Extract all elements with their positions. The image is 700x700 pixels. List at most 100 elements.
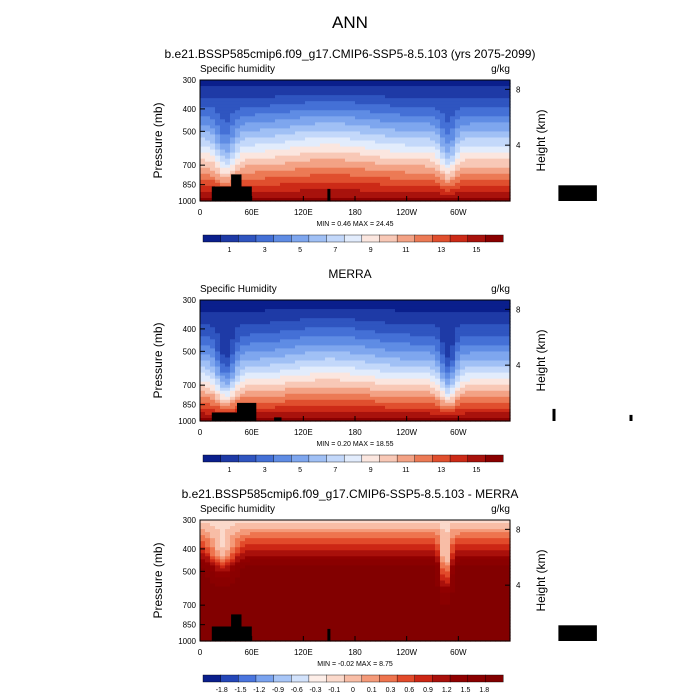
heatmap-cell [270,396,276,401]
heatmap-cell [385,167,391,172]
heatmap-cell [440,339,446,343]
heatmap-cell [220,312,226,316]
heatmap-cell [470,387,476,392]
heatmap-cell [470,80,476,84]
heatmap-cell [235,345,241,350]
heatmap-cell [480,116,486,120]
heatmap-cell [475,396,481,401]
heatmap-cell [315,83,321,87]
heatmap-cell [480,351,486,356]
heatmap-cell [300,116,306,120]
heatmap-cell [250,170,256,175]
heatmap-cell [380,300,386,304]
heatmap-cell [300,312,306,316]
heatmap-cell [235,363,241,368]
heatmap-cell [210,312,216,316]
heatmap-cell [415,176,421,181]
heatmap-cell [295,122,301,126]
heatmap-cell [390,321,396,325]
heatmap-cell [475,399,481,404]
heatmap-cell [405,321,411,325]
heatmap-cell [325,384,331,389]
heatmap-cell [305,372,311,377]
heatmap-cell [455,122,461,126]
heatmap-cell [220,125,226,130]
heatmap-cell [500,137,506,142]
heatmap-cell [285,336,291,340]
heatmap-cell [380,354,386,359]
heatmap-cell [200,384,206,389]
heatmap-cell [450,185,456,190]
heatmap-cell [390,396,396,401]
heatmap-cell [390,300,396,304]
heatmap-cell [350,387,356,392]
heatmap-cell [215,378,221,383]
heatmap-cell [475,309,481,313]
heatmap-cell [345,405,351,410]
heatmap-cell [405,197,411,202]
heatmap-cell [485,411,491,416]
heatmap-cell [495,408,501,413]
heatmap-cell [455,408,461,413]
heatmap-cell [310,83,316,87]
heatmap-cell [475,384,481,389]
heatmap-cell [500,351,506,356]
heatmap-cell [385,336,391,340]
heatmap-cell [285,152,291,157]
heatmap-cell [395,158,401,163]
heatmap-cell [310,167,316,172]
heatmap-cell [395,188,401,193]
heatmap-cell [470,336,476,340]
heatmap-cell [380,182,386,187]
heatmap-cell [450,324,456,328]
heatmap-cell [325,131,331,136]
heatmap-cell [430,303,436,307]
heatmap-cell [380,155,386,160]
heatmap-cell [200,321,206,325]
heatmap-cell [210,324,216,328]
heatmap-cell [330,333,336,337]
heatmap-cell [410,110,416,114]
heatmap-cell [340,101,346,105]
heatmap-cell [440,143,446,148]
heatmap-cell [265,369,271,374]
heatmap-cell [200,188,206,193]
heatmap-cell [275,300,281,304]
heatmap-cell [305,393,311,398]
heatmap-cell [355,324,361,328]
heatmap-cell [435,197,441,202]
heatmap-cell [475,318,481,322]
heatmap-cell [345,83,351,87]
heatmap-cell [320,164,326,169]
heatmap-cell [230,336,236,340]
heatmap-cell [235,140,241,145]
heatmap-cell [350,321,356,325]
heatmap-cell [225,86,231,90]
heatmap-cell [250,381,256,386]
heatmap-cell [265,107,271,111]
heatmap-cell [295,104,301,108]
heatmap-cell [420,128,426,133]
heatmap-cell [390,417,396,422]
heatmap-cell [365,366,371,371]
heatmap-cell [200,92,206,96]
heatmap-cell [205,194,211,199]
heatmap-cell [270,300,276,304]
heatmap-cell [285,116,291,120]
heatmap-cell [325,327,331,331]
heatmap-cell [260,399,266,404]
heatmap-cell [315,119,321,123]
heatmap-cell [245,360,251,365]
heatmap-cell [415,363,421,368]
chart-panel-1: b.e21.BSSP585cmip6.f09_g17.CMIP6-SSP5-8.… [151,47,597,254]
heatmap-cell [315,92,321,96]
heatmap-cell [255,86,261,90]
heatmap-cell [440,161,446,166]
heatmap-cell [385,327,391,331]
heatmap-cell [345,324,351,328]
heatmap-cell [205,381,211,386]
heatmap-cell [280,351,286,356]
heatmap-cell [400,411,406,416]
heatmap-cell [485,393,491,398]
heatmap-cell [330,125,336,130]
